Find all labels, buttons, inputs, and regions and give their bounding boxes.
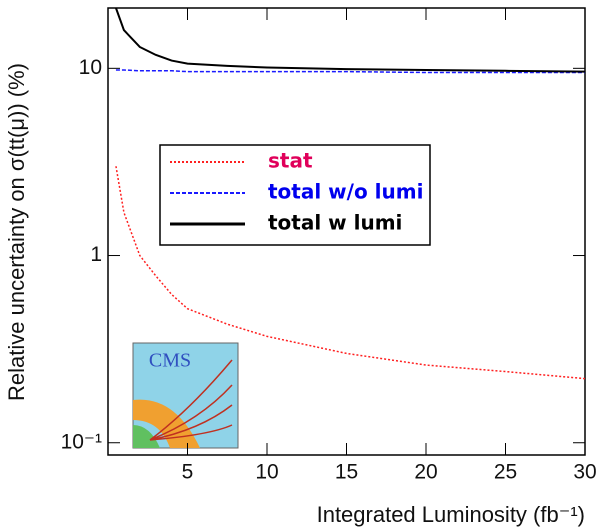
x-tick-label: 20 [414,461,437,484]
series-line [115,69,585,74]
legend-box [159,144,431,246]
y-tick-label: 10 [79,56,102,79]
legend-label: total w/o lumi [268,180,423,204]
logo-core [133,425,160,448]
x-tick-label: 10 [255,461,278,484]
y-tick-label: 1 [90,243,102,266]
y-tick-label: 10⁻¹ [61,430,102,453]
series-line [115,166,586,380]
legend-label: total w lumi [268,211,402,235]
x-axis-label: Integrated Luminosity (fb⁻¹) [317,502,585,527]
logo-tracks [149,359,233,441]
legend-label: stat [268,149,313,173]
x-tick-label: 5 [182,461,194,484]
series-line [115,7,586,73]
cms-logo: CMS [132,342,239,449]
x-tick-label: 15 [335,461,358,484]
x-tick-label: 25 [494,461,517,484]
y-axis-label: Relative uncertainty on σ(tt(μ)) (%) [4,63,29,401]
logo-text: CMS [149,350,191,372]
x-tick-label: 30 [573,461,596,484]
